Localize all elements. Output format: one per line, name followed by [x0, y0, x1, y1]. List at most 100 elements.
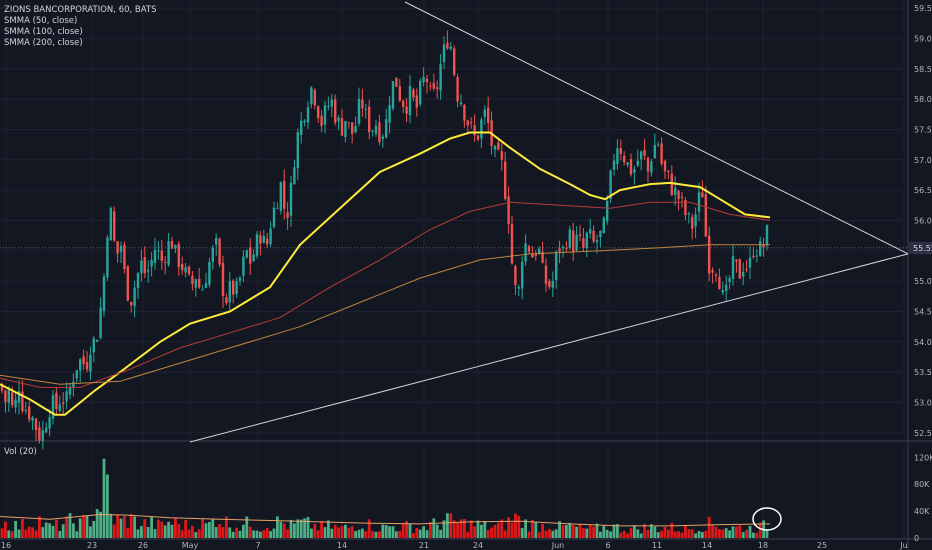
legend-smma-200[interactable]: SMMA (200, close)	[4, 38, 83, 48]
candle-body	[361, 99, 364, 109]
volume-bar	[619, 532, 623, 538]
candle-body	[691, 216, 694, 229]
candle-body	[313, 89, 316, 106]
candle-body	[626, 162, 629, 165]
legend-smma-50[interactable]: SMMA (50, close)	[4, 16, 78, 26]
volume-bar	[738, 525, 742, 538]
volume-bar	[231, 531, 235, 538]
time-tick-label: 21	[419, 541, 429, 550]
volume-bar	[133, 516, 136, 538]
candle-body	[684, 199, 687, 216]
volume-bar	[140, 526, 143, 538]
candle-body	[493, 145, 497, 150]
volume-bar	[276, 516, 279, 538]
candle-body	[752, 255, 755, 257]
volume-bar	[228, 527, 232, 538]
volume-bar	[707, 516, 711, 538]
candle-body	[109, 208, 112, 241]
candle-body	[92, 338, 95, 353]
volume-bar	[483, 520, 487, 538]
volume-bar	[731, 526, 735, 538]
price-tick-label: 56.50	[914, 186, 932, 195]
candle-body	[55, 392, 58, 409]
candle-body	[714, 274, 718, 276]
candle-body	[697, 192, 701, 212]
volume-bar	[58, 530, 62, 538]
candle-body	[687, 213, 690, 215]
candle-body	[636, 160, 639, 166]
candle-body	[541, 251, 544, 263]
candle-body	[221, 262, 225, 297]
symbol-title[interactable]: ZIONS BANCORPORATION, 60, BATS	[4, 5, 157, 15]
candle-body	[266, 238, 269, 245]
candle-body	[558, 248, 561, 252]
volume-tick-label: 0	[914, 534, 919, 543]
candle-body	[762, 244, 765, 247]
candle-body	[14, 399, 17, 408]
volume-bar	[119, 518, 123, 538]
volume-bar	[340, 525, 344, 538]
candle-body	[680, 196, 684, 199]
volume-bar	[201, 519, 204, 538]
price-tick-label: 59.50	[914, 4, 932, 13]
candle-body	[187, 266, 191, 275]
volume-bar	[126, 527, 130, 538]
volume-bar	[551, 530, 555, 538]
volume-bar	[265, 527, 269, 538]
candle-body	[517, 287, 520, 289]
volume-bar	[194, 532, 198, 538]
candle-body	[425, 78, 429, 83]
candles	[0, 30, 769, 450]
candle-body	[718, 276, 721, 290]
candle-body	[147, 269, 150, 272]
candle-body	[164, 261, 167, 263]
volume-bar	[191, 525, 194, 538]
candle-body	[619, 148, 622, 154]
candle-body	[381, 136, 384, 139]
volume-bar	[748, 525, 752, 538]
smma-100-line	[0, 201, 771, 388]
candle-body	[585, 232, 588, 248]
candle-body	[650, 161, 653, 173]
volume-bar	[524, 519, 527, 538]
candle-body	[521, 261, 524, 289]
volume-bar	[486, 530, 490, 538]
volume-bar	[677, 531, 680, 538]
highlight-circle	[752, 507, 782, 531]
volume-bar	[684, 525, 687, 538]
volume-bar	[755, 532, 759, 538]
candle-body	[742, 271, 745, 277]
volume-bar	[663, 526, 667, 538]
volume-bar	[599, 531, 602, 538]
volume-bar	[286, 529, 289, 538]
candle-body	[398, 86, 401, 101]
volume-bar	[157, 519, 160, 538]
candle-body	[68, 386, 72, 395]
candle-body	[51, 395, 55, 419]
volume-bar	[694, 533, 697, 538]
volume-bar	[327, 520, 330, 538]
candle-body	[419, 80, 422, 105]
candle-body	[340, 118, 344, 136]
volume-bar	[429, 521, 432, 538]
volume-bar	[320, 521, 323, 538]
candle-body	[483, 109, 486, 117]
candle-body	[446, 42, 449, 49]
candle-body	[473, 125, 476, 136]
candle-body	[674, 187, 677, 195]
candle-body	[439, 63, 442, 91]
candle-body	[653, 145, 656, 159]
volume-bar	[497, 522, 500, 538]
candle-body	[663, 160, 667, 172]
volume-tick-label: 40K	[914, 507, 930, 516]
volume-bar	[150, 516, 153, 538]
candle-body	[150, 259, 153, 267]
candle-body	[572, 230, 575, 253]
volume-title[interactable]: Vol (20)	[4, 447, 37, 457]
legend-smma-100[interactable]: SMMA (100, close)	[4, 27, 83, 37]
volume-bar	[660, 530, 663, 538]
volume-bar	[626, 533, 629, 538]
candle-body	[194, 279, 197, 288]
volume-bar	[61, 524, 65, 538]
